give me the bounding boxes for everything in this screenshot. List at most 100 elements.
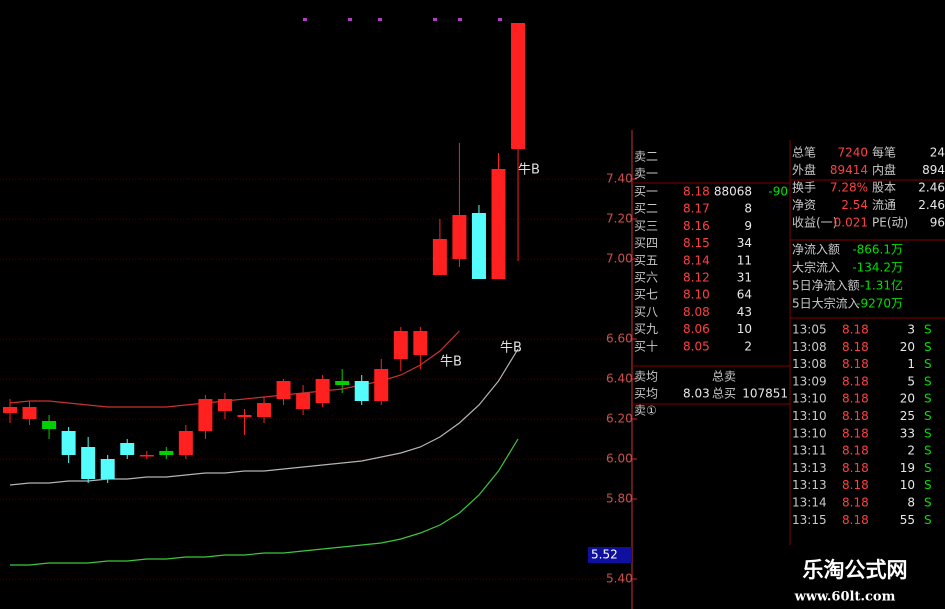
candle-body [217,399,232,411]
candle-body [178,431,193,455]
trade-cell: 13:13 [792,478,827,492]
y-tick-label: 6.00 [606,452,633,466]
buy-volume: 10 [737,322,752,336]
candle-body [335,381,350,385]
flow-label: 净流入额 [792,243,840,257]
candle-body [100,459,115,479]
candle-body [471,213,486,279]
stat-cell: 每笔 [872,145,896,160]
trade-cell: S [924,444,932,458]
trade-cell: 13:08 [792,357,827,371]
buy-volume: 43 [737,305,752,319]
candle-body [237,415,252,417]
moving-average [9,330,460,408]
buy-price: 8.06 [683,322,710,336]
flow-label: 5日净流入额 [792,279,860,293]
trade-cell: 13:10 [792,426,827,440]
moving-average [9,348,519,486]
buy-label: 买六 [634,271,658,285]
stat-cell: 7.28% [830,181,868,195]
candle-body [81,447,96,479]
candle-body [159,451,174,455]
trade-cell: 8.18 [842,409,869,423]
sell-label: 卖二 [634,150,658,164]
stat-cell: 股本 [872,181,896,195]
trade-cell: 5 [907,374,915,388]
stat-cell: 894 [922,163,945,177]
buy-label: 买二 [634,202,658,216]
y-tick-label: 5.80 [606,492,633,506]
candle-body [432,239,447,275]
stat-cell: 2.54 [841,198,868,212]
price-marker-label: 5.52 [591,548,618,562]
trade-cell: 13:15 [792,513,827,527]
trade-cell: 25 [900,409,915,423]
trade-cell: 8.18 [842,426,869,440]
sell-label: 卖一 [634,167,658,181]
stat-cell: 总笔 [792,145,816,160]
stat-cell: 2.46 [918,198,945,212]
candle-body [276,381,291,399]
stat-cell: 89414 [830,163,868,177]
trade-cell: 8.18 [842,374,869,388]
trade-cell: 13:08 [792,340,827,354]
trade-cell: S [924,323,932,337]
trade-cell: 8.18 [842,496,869,510]
stat-cell: 内盘 [872,162,896,177]
trade-cell: 13:11 [792,444,827,458]
candle-body [42,421,57,429]
flow-value: -9270万 [856,297,903,311]
trade-cell: S [924,409,932,423]
buy-label: 买五 [634,253,658,267]
summary-cell: 8.03 [683,387,710,401]
candle-body [511,23,526,149]
candle-body [120,443,135,455]
flow-value: -866.1万 [852,243,903,257]
trade-cell: S [924,513,932,527]
trade-cell: 55 [900,513,915,527]
top-markers [303,18,502,21]
candle-body [315,379,330,403]
candle-body [354,381,369,401]
trade-cell: 20 [900,340,915,354]
trade-cell: 8 [907,496,915,510]
trade-cell: 19 [900,461,915,475]
candle-body [139,455,154,457]
buy-volume: 2 [744,339,752,353]
candle-body [491,169,506,279]
moving-average [10,438,519,566]
trade-cell: 13:05 [792,323,827,337]
trade-cell: S [924,374,932,388]
trade-cell: S [924,496,932,510]
stat-cell: 96 [930,216,945,230]
flow-label: 大宗流入 [792,260,840,275]
candle-body [198,399,213,431]
trade-cell: S [924,478,932,492]
buy-label: 买四 [634,236,658,250]
trade-cell: 33 [900,426,915,440]
stat-cell: 外盘 [792,162,816,177]
summary-cell: 卖均 [634,370,658,384]
trade-cell: 13:10 [792,409,827,423]
trade-cell: 8.18 [842,461,869,475]
buy-volume: 9 [744,219,752,233]
candle-body [257,403,272,417]
stat-cell: 收益(一) [792,216,837,230]
trade-cell: 13:09 [792,374,827,388]
trade-cell: 1 [907,357,915,371]
buy-label: 买九 [634,322,658,336]
candle-body [452,215,467,259]
trade-cell: 8.18 [842,340,869,354]
annotation: 牛B [518,163,540,178]
trade-cell: 10 [900,478,915,492]
summary-cell: 107851 [742,387,788,401]
trade-cell: 13:13 [792,461,827,475]
trade-cell: S [924,357,932,371]
annotation: 牛B [440,355,462,370]
watermark-url: www.60lt.com [794,590,896,605]
candle-body [22,407,37,419]
y-tick-label: 6.60 [606,332,633,346]
buy-label: 买一 [634,185,658,199]
